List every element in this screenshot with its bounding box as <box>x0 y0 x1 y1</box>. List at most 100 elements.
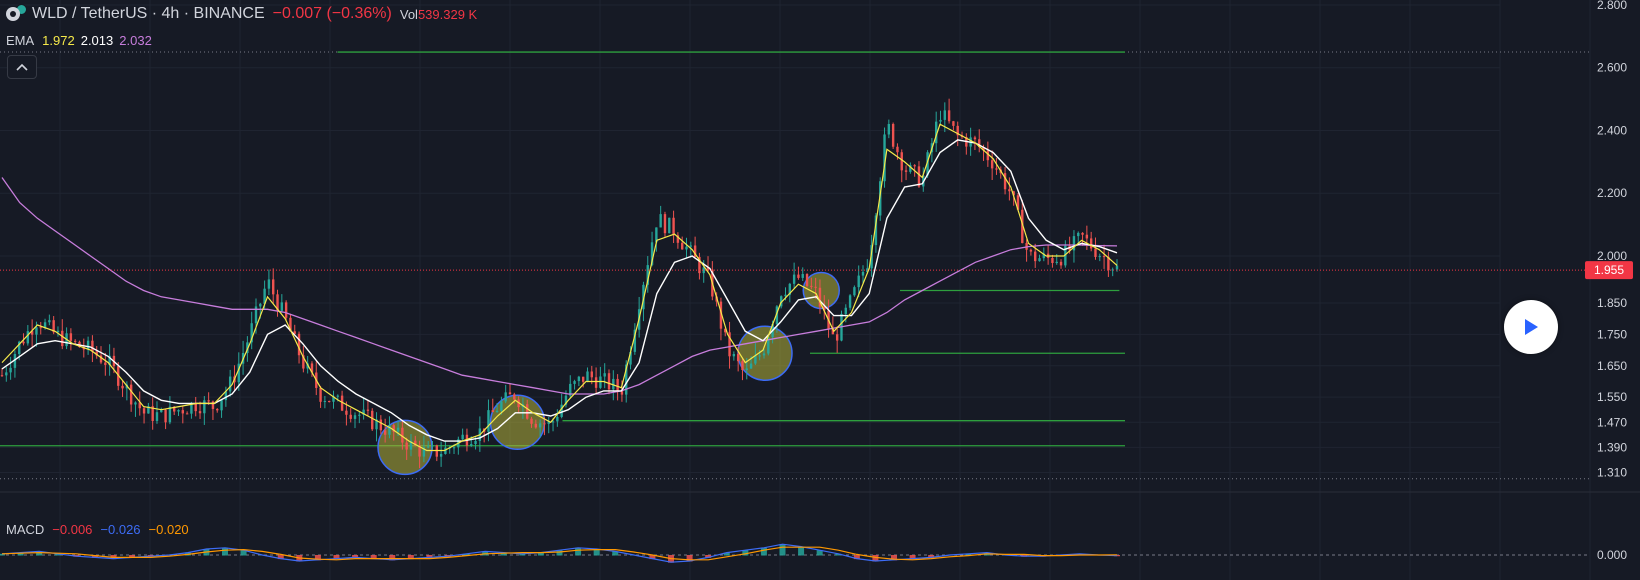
candle-body <box>831 328 835 335</box>
candle-body <box>1085 234 1089 239</box>
macd-label: MACD <box>6 522 45 537</box>
highlight-circle <box>802 271 840 310</box>
candle-body <box>461 434 464 440</box>
candle-body <box>353 415 357 419</box>
macd-histogram-bar <box>500 552 507 556</box>
candle-body <box>173 406 176 412</box>
macd-legend[interactable]: MACD −0.006 −0.026 −0.020 <box>6 522 189 537</box>
candle-body <box>508 392 512 395</box>
macd-pane: 0.000 <box>0 543 1627 563</box>
candle-body <box>250 323 253 343</box>
candle-body <box>698 256 701 274</box>
candle-body <box>801 274 804 278</box>
candle-body <box>147 406 150 414</box>
ema-label: EMA <box>6 33 35 48</box>
macd-histogram-bar <box>54 553 61 556</box>
ema-slow-line <box>1 177 1118 395</box>
candle-body <box>861 271 865 276</box>
macd-histogram-bar <box>240 550 247 556</box>
candle-body <box>534 423 538 428</box>
ema-mid-line <box>1 139 1118 442</box>
ema-slow-value: 2.032 <box>119 33 152 48</box>
candle-body <box>650 242 654 266</box>
candle-body <box>982 147 985 151</box>
candle-body <box>121 385 124 389</box>
candle-body <box>491 410 494 413</box>
candle-body <box>1003 173 1007 190</box>
replay-play-button[interactable] <box>1504 300 1558 354</box>
symbol-logo-icon <box>6 7 20 21</box>
candle-body <box>625 364 628 395</box>
ema-lines <box>1 123 1118 452</box>
candle-body <box>207 400 210 402</box>
candle-body <box>426 446 430 448</box>
candle-body <box>1077 232 1080 237</box>
candle-body <box>104 362 107 365</box>
macd-histogram-bar <box>760 547 767 556</box>
macd-histogram-bar <box>705 555 712 558</box>
candle-body <box>211 401 215 409</box>
candle-body <box>160 409 163 413</box>
macd-signal-value: −0.026 <box>100 522 141 537</box>
candle-body <box>1089 238 1093 249</box>
candle-body <box>164 409 167 423</box>
candle-body <box>237 363 240 383</box>
candle-body <box>577 376 581 382</box>
y-tick-label: 1.470 <box>1597 415 1627 429</box>
candle-body <box>1008 189 1011 192</box>
candle-body <box>1034 251 1037 262</box>
candle-body <box>680 242 684 250</box>
candle-body <box>379 419 383 431</box>
candle-body <box>526 404 529 419</box>
candle-body <box>1107 256 1110 271</box>
macd-histogram-bar <box>872 555 879 562</box>
candle-body <box>934 121 938 144</box>
candle-body <box>366 409 370 411</box>
candle-body <box>810 285 813 287</box>
candle-body <box>323 401 327 403</box>
candle-body <box>547 421 550 424</box>
candle-body <box>668 217 671 234</box>
candle-body <box>35 327 38 335</box>
candle-body <box>504 392 507 402</box>
symbol-title[interactable]: WLD / TetherUS · 4h · BINANCE <box>32 5 265 22</box>
candle-body <box>672 217 675 236</box>
candle-body <box>706 267 710 270</box>
candle-body <box>883 134 886 182</box>
candle-body <box>375 419 378 430</box>
candle-body <box>414 440 417 446</box>
candle-body <box>805 274 809 286</box>
candle-body <box>891 124 895 147</box>
macd-value: −0.006 <box>52 522 93 537</box>
macd-histogram-bar <box>723 552 730 556</box>
candle-body <box>138 402 141 409</box>
macd-histogram-bar <box>537 552 544 556</box>
candle-body <box>284 302 288 318</box>
y-tick-label: 1.390 <box>1597 440 1627 454</box>
candle-body <box>904 170 908 172</box>
candle-body <box>470 444 473 446</box>
candle-body <box>754 355 757 364</box>
candle-body <box>556 416 559 422</box>
collapse-legend-button[interactable] <box>7 55 37 79</box>
macd-histogram-bar <box>519 553 526 556</box>
candle-body <box>990 160 994 169</box>
macd-histogram-bar <box>649 555 656 560</box>
ema-legend[interactable]: EMA 1.972 2.013 2.032 <box>6 33 152 48</box>
candle-body <box>280 302 284 311</box>
candle-body <box>203 400 206 414</box>
candle-body <box>345 410 348 415</box>
y-tick-label: 1.750 <box>1597 327 1627 341</box>
candle-body <box>254 306 258 324</box>
candle-body <box>26 331 30 344</box>
highlight-circle <box>737 325 793 381</box>
candle-body <box>444 447 447 454</box>
candle-body <box>616 378 619 391</box>
candle-body <box>13 353 17 368</box>
candle-body <box>246 342 249 354</box>
candle-body <box>487 410 490 432</box>
macd-histogram-bar <box>686 555 693 562</box>
candle-body <box>775 306 779 325</box>
candle-body <box>943 110 946 120</box>
